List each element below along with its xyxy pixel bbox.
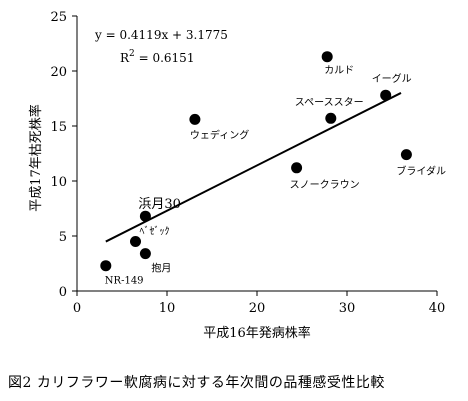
y-tick-label: 10 (50, 175, 67, 190)
y-tick-label: 15 (50, 120, 67, 135)
x-tick-label: 10 (159, 301, 176, 316)
point-label: ブライダル (396, 165, 446, 178)
data-point (321, 51, 333, 63)
y-tick-label: 5 (59, 230, 67, 245)
point-label: 浜月30 (138, 197, 181, 212)
x-tick-label: 0 (73, 301, 81, 316)
ticks: 0 10 20 30 40 0 5 10 15 20 25 (50, 10, 445, 316)
data-point (130, 236, 141, 247)
point-label: 抱月 (151, 262, 171, 275)
data-point (189, 113, 201, 125)
y-tick-label: 0 (59, 285, 67, 300)
figure-caption: 図2 カリフラワー軟腐病に対する年次間の品種感受性比較 (8, 375, 385, 391)
data-point (100, 260, 112, 272)
r-squared-value: = 0.6151 (135, 51, 195, 65)
point-label: ウェディング (190, 128, 249, 141)
y-axis-title: 平成17年枯死株率 (28, 104, 44, 212)
regression-equation: y = 0.4119x + 3.1775 (94, 28, 228, 42)
point-label: カルド (324, 65, 354, 77)
trendline-line (105, 92, 402, 243)
r-superscript: 2 (129, 49, 135, 59)
x-axis-title: 平成16年発病株率 (203, 325, 311, 341)
y-tick-label: 25 (50, 10, 67, 25)
y-tick-label: 20 (50, 65, 67, 80)
x-tick-label: 30 (339, 301, 356, 316)
data-point (139, 210, 151, 222)
point-label: イーグル (372, 72, 412, 85)
data-points (100, 51, 412, 272)
r-squared-label: R2 = 0.6151 (120, 49, 194, 65)
x-tick-label: 20 (249, 301, 266, 316)
data-point (400, 149, 412, 161)
data-point (291, 162, 303, 174)
r-symbol: R (120, 51, 130, 65)
point-label: NR-149 (105, 276, 144, 287)
point-label: スペーススター (295, 96, 364, 108)
data-point (380, 89, 392, 101)
trendline (105, 92, 402, 243)
data-point (325, 112, 337, 124)
x-tick-label: 40 (429, 301, 446, 316)
scatter-chart: 0 10 20 30 40 0 5 10 15 20 25 NR-149 ﾍﾞｾﾞｯｸ 浜月30 抱月 ウェ… (28, 10, 446, 341)
data-point (139, 248, 151, 260)
point-label: スノークラウン (290, 179, 360, 191)
point-label: ﾍﾞｾﾞｯｸ (140, 226, 170, 238)
